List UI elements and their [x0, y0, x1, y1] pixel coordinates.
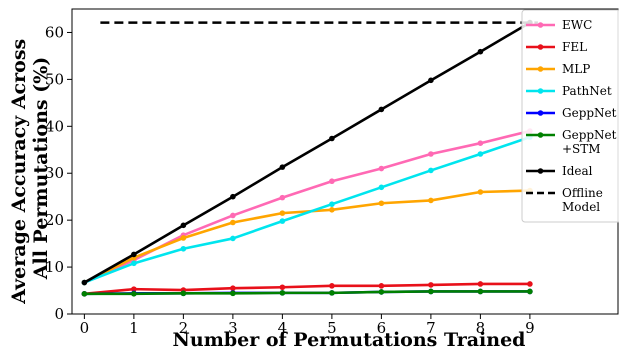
legend-label: EWC — [562, 18, 592, 32]
data-point-ewc — [378, 165, 385, 172]
legend-label: GeppNet — [562, 106, 617, 120]
legend-marker — [537, 132, 544, 138]
y-tick-label: 30 — [45, 164, 64, 182]
data-point-mlp — [428, 197, 434, 204]
data-point-fel — [329, 283, 335, 289]
series-line-fel — [84, 282, 530, 296]
data-point-ewc — [279, 194, 286, 201]
data-point-mlp — [279, 210, 286, 216]
y-tick-label: 60 — [45, 23, 64, 41]
y-tick-label: 20 — [45, 211, 64, 229]
plot-area — [71, 8, 619, 315]
x-axis: 0 1 2 3 4 5 6 7 8 9 — [80, 314, 535, 337]
data-point-pathnet — [230, 235, 236, 242]
y-axis: 0 10 20 30 40 50 60 — [45, 23, 72, 323]
x-tick-label: 1 — [129, 319, 139, 337]
legend-marker — [537, 110, 544, 116]
series-line-geppnet-stm — [84, 290, 530, 296]
data-point-mlp — [329, 207, 335, 213]
data-point-geppnet-stm — [378, 289, 385, 295]
data-point-pathnet — [131, 260, 137, 267]
x-tick-label: 3 — [228, 319, 238, 337]
legend-label: Offline Model — [562, 186, 603, 214]
data-point-ideal — [329, 135, 335, 142]
data-point-geppnet-stm — [428, 288, 434, 295]
y-axis-title: Average Accuracy Across All Permutations… — [8, 32, 52, 305]
legend-marker — [537, 44, 544, 50]
y-axis-title-line-2: All Permutations (%) — [30, 57, 52, 281]
data-point-ideal — [180, 222, 187, 229]
data-point-fel — [279, 284, 286, 291]
data-point-geppnet-stm — [81, 291, 88, 297]
data-point-ewc — [329, 178, 335, 185]
data-point-pathnet — [428, 167, 434, 174]
data-point-ewc — [230, 212, 236, 219]
data-point-geppnet-stm — [329, 290, 335, 296]
data-point-ideal — [81, 279, 88, 286]
data-point-ewc — [477, 140, 484, 146]
data-point-geppnet-stm — [131, 291, 137, 297]
data-point-pathnet — [279, 218, 286, 224]
data-point-pathnet — [378, 184, 385, 191]
data-point-pathnet — [477, 151, 484, 157]
data-point-geppnet-stm — [180, 290, 187, 297]
series-line-mlp — [83, 189, 530, 284]
data-point-ideal — [477, 48, 484, 55]
y-tick-label: 50 — [45, 70, 64, 88]
data-point-mlp — [378, 200, 385, 207]
data-point-geppnet-stm — [477, 288, 484, 295]
legend-marker — [537, 22, 544, 28]
data-point-geppnet-stm — [527, 288, 533, 295]
data-point-ideal — [378, 106, 385, 113]
data-point-mlp — [230, 219, 236, 226]
legend-label: Ideal — [562, 164, 593, 178]
legend-box — [521, 9, 619, 223]
legend-label: MLP — [562, 62, 590, 76]
data-point-geppnet-stm — [279, 290, 286, 296]
x-tick-label: 7 — [426, 319, 436, 337]
data-point-mlp — [477, 189, 484, 195]
data-point-mlp — [180, 235, 187, 241]
data-point-fel — [428, 282, 434, 288]
legend-marker — [537, 168, 544, 174]
data-point-ideal — [131, 251, 137, 258]
data-point-pathnet — [180, 245, 187, 252]
data-point-ideal — [428, 77, 434, 84]
series-line-ideal — [83, 21, 531, 284]
y-axis-title-line-1: Average Accuracy Across — [8, 39, 30, 305]
data-point-fel — [378, 283, 385, 289]
y-tick-label: 10 — [45, 258, 64, 276]
x-tick-label: 9 — [525, 319, 535, 337]
data-point-ewc — [428, 151, 434, 157]
series-line-pathnet — [83, 135, 531, 284]
data-point-pathnet — [329, 201, 335, 207]
legend-marker — [537, 66, 544, 72]
data-point-ideal — [230, 193, 236, 200]
legend-label: GeppNet +STM — [562, 128, 617, 156]
legend-label: FEL — [562, 40, 587, 54]
x-tick-label: 4 — [278, 319, 288, 337]
data-point-fel — [131, 286, 137, 292]
data-point-ideal — [279, 164, 286, 170]
y-tick-label: 40 — [45, 117, 64, 135]
legend: EWC FEL MLP PathNet GeppNet GeppNet +STM Ideal O… — [521, 9, 619, 223]
x-tick-label: 2 — [179, 319, 189, 337]
data-point-fel — [230, 285, 236, 291]
y-tick-label: 0 — [54, 305, 64, 323]
x-tick-label: 5 — [327, 319, 337, 337]
x-tick-label: 0 — [80, 319, 90, 337]
legend-label: PathNet — [562, 84, 612, 98]
legend-marker — [537, 88, 544, 94]
x-tick-label: 8 — [476, 319, 486, 337]
data-point-fel — [527, 281, 533, 287]
x-axis-title: Number of Permutations Trained — [173, 329, 526, 349]
data-point-geppnet-stm — [230, 290, 236, 297]
data-point-fel — [477, 281, 484, 287]
x-tick-label: 6 — [377, 319, 387, 337]
